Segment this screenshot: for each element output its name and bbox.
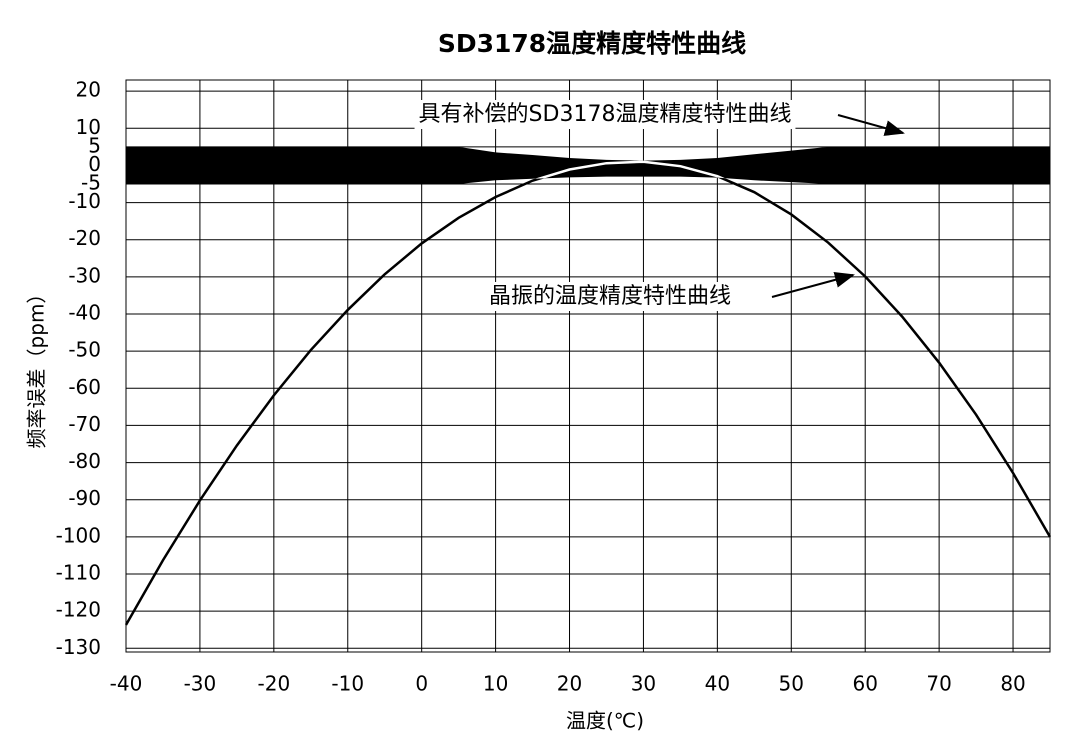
y-tick-label: -130 [56,635,101,659]
x-tick-label: 0 [415,672,428,696]
y-tick-label: 5 [88,133,101,157]
x-tick-label: -10 [331,672,364,696]
annotation-bg [484,282,736,311]
x-tick-label: 80 [1000,672,1025,696]
y-tick-label: 20 [76,78,101,102]
y-tick-label: 0 [88,152,101,176]
x-tick-label: 20 [557,672,582,696]
y-axis-label: 频率误差（ppm） [25,284,49,449]
y-tick-label: -70 [68,412,101,436]
y-tick-label: -100 [56,523,101,547]
x-tick-label: 50 [779,672,804,696]
crystal-curve [124,160,1052,626]
y-tick-label: -80 [68,449,101,473]
chart-title: SD3178温度精度特性曲线 [438,29,746,58]
y-tick-label: -40 [68,301,101,325]
y-tick-label: -30 [68,263,101,287]
y-tick-label: -110 [56,561,101,585]
crystal-curve-highlight [126,160,1050,184]
y-tick-label: -120 [56,598,101,622]
x-tick-label: 30 [631,672,656,696]
y-tick-label: -20 [68,226,101,250]
y-tick-label: -50 [68,338,101,362]
y-tick-label: 10 [76,115,101,139]
annotation: 晶振的温度精度特性曲线 [489,284,731,309]
y-tick-label: -10 [68,189,101,213]
x-tick-label: -30 [184,672,217,696]
y-tick-label: -90 [68,486,101,510]
x-tick-label: 70 [926,672,951,696]
annotation-bg [414,100,796,129]
x-tick-label: -20 [258,672,291,696]
annotation: 具有补偿的SD3178温度精度特性曲线 [419,102,792,127]
annotation-arrow [837,114,905,136]
y-tick-label: -60 [68,375,101,399]
x-axis-label: 温度(℃) [566,709,644,733]
x-tick-label: 10 [483,672,508,696]
x-tick-label: -40 [110,672,143,696]
y-tick-label: -5 [81,171,101,195]
x-tick-label: 40 [705,672,730,696]
x-tick-label: 60 [852,672,877,696]
annotation-arrow [771,271,855,298]
